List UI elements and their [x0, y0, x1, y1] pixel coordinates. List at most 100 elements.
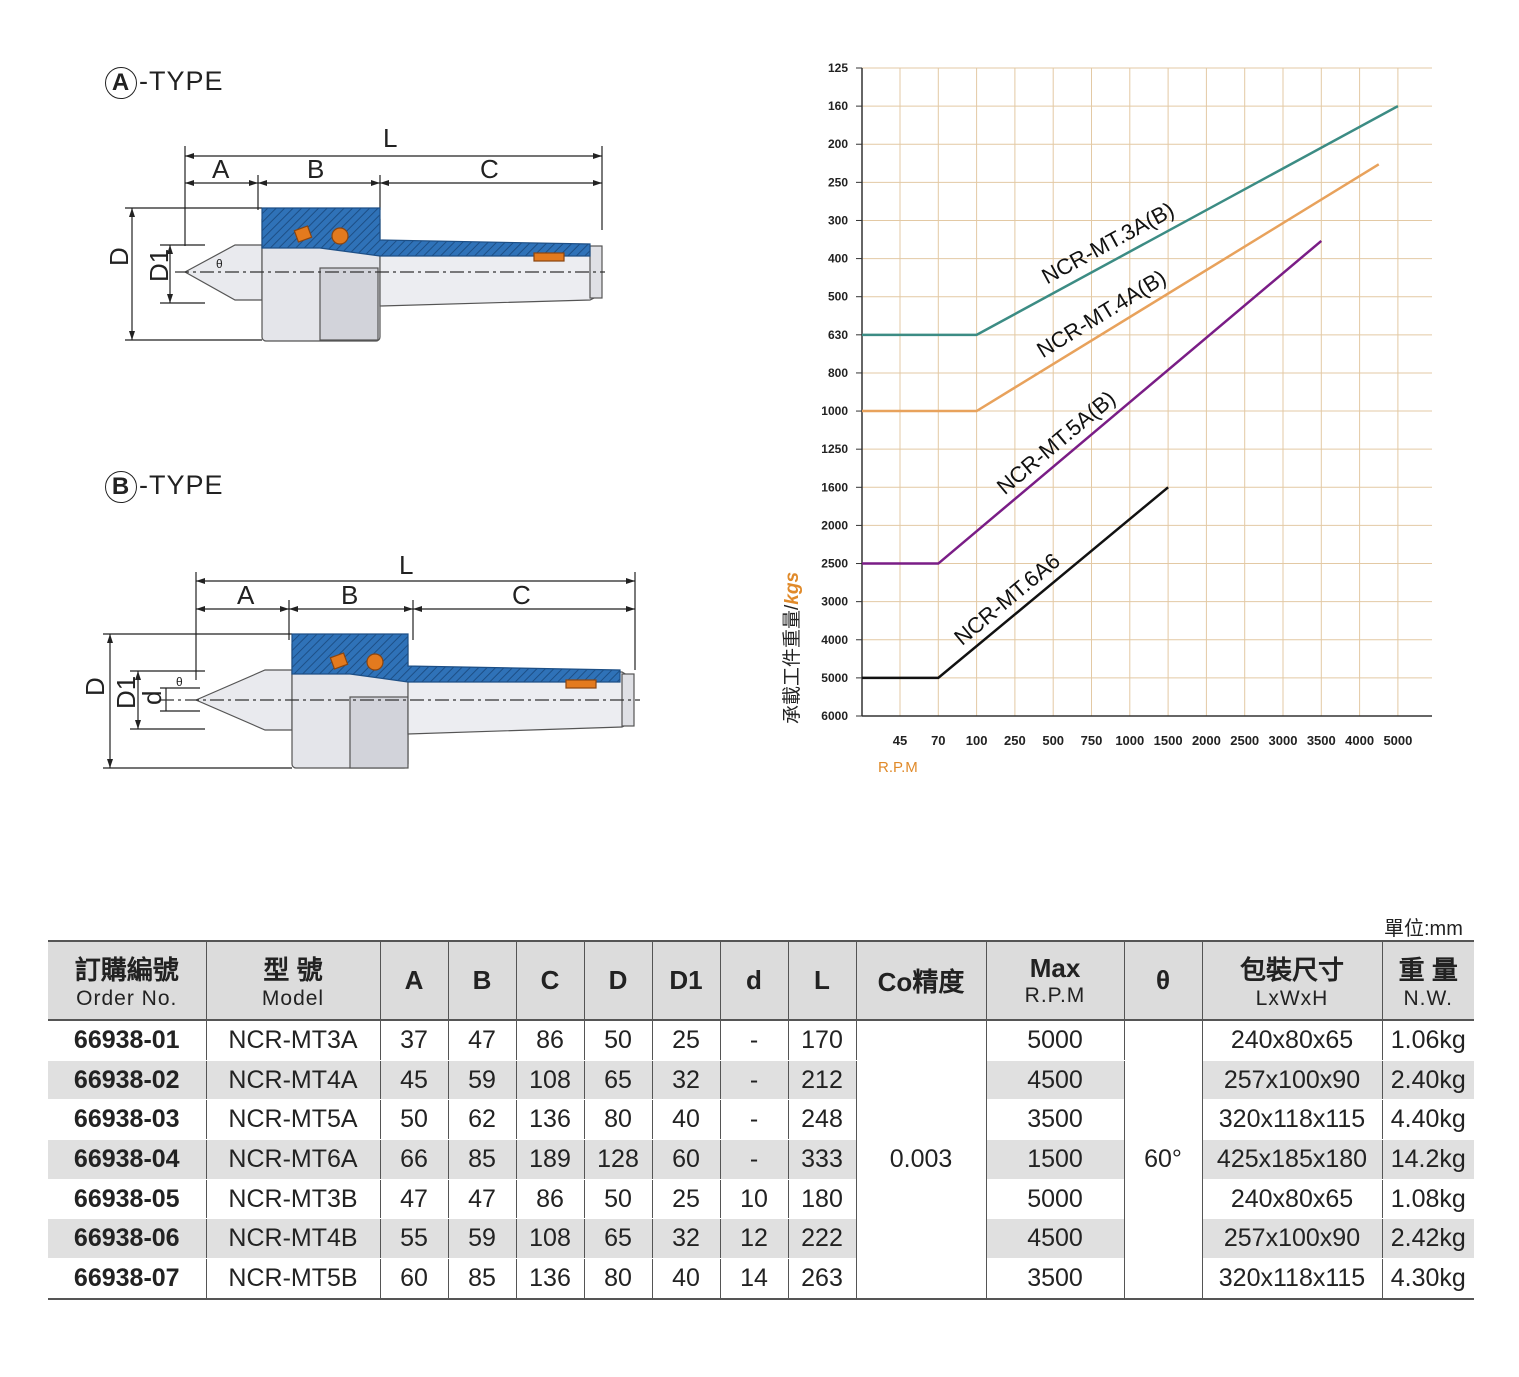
table-header-cell: d [719, 940, 789, 1021]
cell-pack: 257x100x90 [1201, 1218, 1383, 1260]
b-dim-C: C [512, 580, 531, 610]
cell-a: 37 [379, 1020, 449, 1061]
a-dim-theta: θ [216, 257, 223, 271]
series-label: NCR-MT.5A(B) [992, 386, 1120, 500]
x-tick-label: 4000 [1345, 733, 1374, 748]
y-tick-label: 1250 [821, 442, 848, 456]
cell-model: NCR-MT5A [205, 1099, 381, 1141]
cell-pack: 257x100x90 [1201, 1060, 1383, 1101]
cell-model: NCR-MT4A [205, 1060, 381, 1101]
cell-a: 60 [379, 1258, 449, 1300]
cell-pack: 240x80x65 [1201, 1179, 1383, 1220]
b-dim-B: B [341, 580, 358, 610]
b-type-label: B -TYPE [105, 470, 224, 503]
table-header-main: θ [1155, 965, 1171, 995]
table-header-cell: D1 [651, 940, 721, 1021]
x-tick-label: 250 [1004, 733, 1026, 748]
cell-order: 66938-06 [48, 1218, 207, 1260]
y-tick-label: 400 [828, 252, 848, 266]
table-header-cell: 型 號 Model [205, 940, 381, 1021]
table-header-cell: 重 量 N.W. [1381, 940, 1474, 1021]
y-tick-label: 3000 [821, 595, 848, 609]
cell-c: 189 [515, 1139, 585, 1180]
a-dim-D: D [104, 247, 134, 266]
cell-rpm: 4500 [985, 1060, 1125, 1101]
cell-co-precision: 0.003 [855, 1020, 987, 1300]
y-tick-label: 250 [828, 175, 848, 189]
table-header-cell: B [447, 940, 517, 1021]
cell-order: 66938-07 [48, 1258, 207, 1300]
a-type-drawing: L A B C D D1 θ [104, 123, 605, 342]
table-header-main: 包裝尺寸 [1239, 955, 1344, 985]
table-header-cell: Max R.P.M [985, 940, 1125, 1021]
cell-d: 50 [583, 1020, 653, 1061]
cell-d1: 32 [651, 1218, 721, 1260]
cell-model: NCR-MT3A [205, 1020, 381, 1061]
cell-pack: 240x80x65 [1201, 1020, 1383, 1061]
x-tick-label: 3000 [1269, 733, 1298, 748]
cell-nw: 2.40kg [1381, 1060, 1474, 1101]
table-header-sub: N.W. [1403, 987, 1453, 1010]
cell-pack: 320x118x115 [1201, 1099, 1383, 1141]
x-tick-label: 45 [893, 733, 907, 748]
b-dim-theta: θ [176, 675, 183, 689]
cell-d: - [719, 1060, 789, 1101]
cell-a: 45 [379, 1060, 449, 1101]
cell-nw: 14.2kg [1381, 1139, 1474, 1180]
cell-d1: 60 [651, 1139, 721, 1180]
cell-c: 108 [515, 1218, 585, 1260]
b-type-drawing: L A B C D D1 d θ [80, 550, 640, 769]
table-header-main: 型 號 [263, 955, 323, 985]
unit-label: 單位:mm [1384, 918, 1463, 940]
table-row: 66938-02 NCR-MT4A 45 59 108 65 32-212 4500 257x1… [48, 1060, 1474, 1101]
cell-a: 50 [379, 1099, 449, 1141]
x-tick-label: 3500 [1307, 733, 1336, 748]
y-tick-label: 300 [828, 213, 848, 227]
cell-b: 85 [447, 1258, 517, 1300]
table-row: 66938-04 NCR-MT6A 66 85 189 128 60-333 1500 425x… [48, 1139, 1474, 1180]
cell-order: 66938-03 [48, 1099, 207, 1141]
x-tick-label: 750 [1081, 733, 1103, 748]
table-row: 66938-03 NCR-MT5A 50 62 136 80 40-248 3500 320x1… [48, 1099, 1474, 1141]
table-header-cell: Co精度 [855, 940, 987, 1021]
y-tick-label: 2500 [821, 557, 848, 571]
cell-model: NCR-MT4B [205, 1218, 381, 1260]
y-tick-label: 125 [828, 61, 848, 75]
a-dim-D1: D1 [144, 249, 174, 282]
cell-pack: 320x118x115 [1201, 1258, 1383, 1300]
chart-xlabel: R.P.M [878, 759, 918, 776]
cell-d: 14 [719, 1258, 789, 1300]
x-tick-label: 1500 [1154, 733, 1183, 748]
a-body [175, 207, 605, 342]
cell-d1: 40 [651, 1099, 721, 1141]
a-type-suffix: -TYPE [139, 66, 224, 96]
y-tick-label: 1000 [821, 404, 848, 418]
table-header-main: L [814, 965, 830, 995]
b-dim-A: A [237, 580, 255, 610]
cell-d: - [719, 1020, 789, 1061]
cell-d1: 40 [651, 1258, 721, 1300]
series-line [862, 486, 1169, 680]
cell-d1: 25 [651, 1179, 721, 1220]
x-tick-label: 500 [1042, 733, 1064, 748]
table-header-sub: R.P.M [1024, 984, 1086, 1007]
cell-l: 333 [787, 1139, 857, 1180]
cell-l: 222 [787, 1218, 857, 1260]
cell-d: 65 [583, 1218, 653, 1260]
y-tick-label: 2000 [821, 518, 848, 532]
cell-a: 55 [379, 1218, 449, 1260]
y-tick-label: 630 [828, 328, 848, 342]
cell-d: - [719, 1099, 789, 1141]
cell-b: 59 [447, 1218, 517, 1260]
table-header-main: A [404, 965, 424, 995]
cell-b: 47 [447, 1179, 517, 1220]
cell-theta: 60° [1123, 1020, 1203, 1300]
table-header-cell: D [583, 940, 653, 1021]
table-header-cell: 包裝尺寸 LxWxH [1201, 940, 1383, 1021]
cell-model: NCR-MT5B [205, 1258, 381, 1300]
table-body: 66938-01 NCR-MT3A 37 47 86 50 25-170 0.003 5000 6… [48, 1020, 1474, 1300]
cell-nw: 1.06kg [1381, 1020, 1474, 1061]
table-header-main: d [746, 965, 762, 995]
x-tick-label: 2000 [1192, 733, 1221, 748]
cell-d: 12 [719, 1218, 789, 1260]
